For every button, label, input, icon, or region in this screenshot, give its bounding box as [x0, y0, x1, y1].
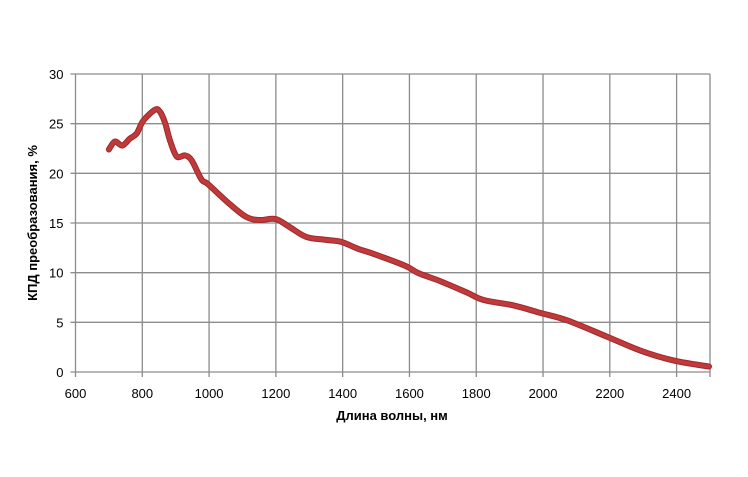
- tick-labels: 0 5 10 15 20 25 30 600 800 1000 1200 1400 1600 1800 20…: [49, 67, 691, 401]
- y-tick-label: 25: [49, 117, 63, 132]
- x-tick-label: 1600: [395, 386, 424, 401]
- x-tick-label: 1200: [261, 386, 290, 401]
- x-tick-label: 1800: [462, 386, 491, 401]
- x-tick-label: 1400: [328, 386, 357, 401]
- y-tick-label: 10: [49, 266, 63, 281]
- x-tick-label: 600: [65, 386, 87, 401]
- y-tick-label: 5: [56, 315, 63, 330]
- x-tick-label: 2000: [529, 386, 558, 401]
- y-tick-label: 15: [49, 216, 63, 231]
- x-tick-label: 2200: [595, 386, 624, 401]
- x-tick-label: 1000: [195, 386, 224, 401]
- x-tick-label: 800: [131, 386, 153, 401]
- series-line: [106, 107, 711, 369]
- y-tick-label: 0: [56, 365, 63, 380]
- y-tick-label: 20: [49, 166, 63, 181]
- x-tick-label: 2400: [662, 386, 691, 401]
- series-lines: [105, 106, 712, 370]
- grid: [70, 73, 711, 377]
- y-axis-label: КПД преобразования, %: [25, 145, 40, 301]
- x-axis-label: Длина волны, нм: [336, 408, 448, 423]
- y-tick-label: 30: [49, 67, 63, 82]
